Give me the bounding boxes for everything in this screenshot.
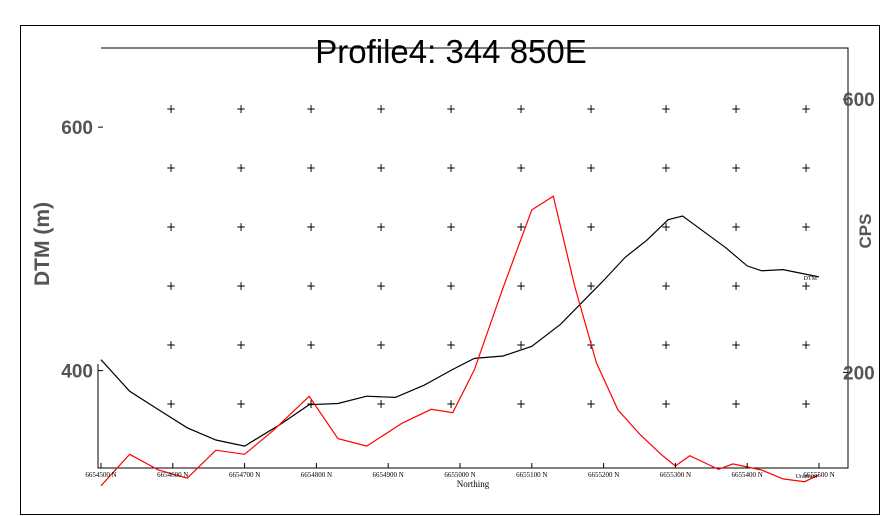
x-tick-label: 6654800 N	[301, 471, 332, 479]
grid-marker: +	[166, 161, 176, 175]
x-tick-label: 6655300 N	[660, 471, 691, 479]
grid-marker: +	[731, 161, 741, 175]
x-tick-label: 6655200 N	[588, 471, 619, 479]
grid-marker: +	[376, 397, 386, 411]
grid-marker: +	[731, 338, 741, 352]
y-axis-label: DTM (m)	[31, 202, 54, 286]
grid-marker: +	[801, 102, 811, 116]
x-tick-label: 6655100 N	[516, 471, 547, 479]
grid-marker: +	[306, 102, 316, 116]
grid-marker: +	[166, 338, 176, 352]
y-tick-label: 600	[61, 118, 93, 139]
grid-marker: +	[446, 279, 456, 293]
grid-marker: +	[586, 161, 596, 175]
series-line-dtm	[100, 215, 820, 447]
grid-marker: +	[516, 220, 526, 234]
grid-marker: +	[236, 161, 246, 175]
chart-canvas: + + + + + + + + + + + + + + + + + + + + + + + + + + + + + + + + + + + + + + + +…	[31, 46, 875, 489]
grid-marker: +	[236, 338, 246, 352]
grid-marker: +	[801, 338, 811, 352]
grid-marker: +	[236, 102, 246, 116]
grid-marker: +	[446, 220, 456, 234]
grid-marker: +	[306, 338, 316, 352]
grid-marker: +	[306, 397, 316, 411]
x-tick-label: 6655400 N	[732, 471, 763, 479]
grid-marker: +	[376, 161, 386, 175]
x-tick-label: 6654700 N	[229, 471, 260, 479]
axis-mask	[91, 46, 101, 364]
grid-marker: +	[516, 102, 526, 116]
x-tick-label: 6654600 N	[157, 471, 188, 479]
grid-marker: +	[306, 279, 316, 293]
grid-marker: +	[516, 279, 526, 293]
grid-marker: +	[166, 102, 176, 116]
grid-marker: +	[661, 279, 671, 293]
grid-marker: +	[236, 220, 246, 234]
grid-marker: +	[376, 338, 386, 352]
y2-axis-label: CPS	[856, 214, 875, 249]
grid-marker: +	[801, 161, 811, 175]
grid-marker: +	[801, 220, 811, 234]
grid-marker: +	[586, 397, 596, 411]
grid-marker: +	[731, 220, 741, 234]
x-tick-label: 6654500 N	[85, 471, 116, 479]
chart-frame: + + + + + + + + + + + + + + + + + + + + + + + + + + + + + + + + + + + + + + + +…	[20, 25, 880, 515]
grid-marker: +	[516, 161, 526, 175]
y-tick-label: 400	[61, 362, 93, 383]
grid-marker: +	[586, 279, 596, 293]
x-axis-label: Northing	[457, 479, 490, 489]
grid-markers: + + + + + + + + + + + + + + + + + + + + + + + + + + + + + + + + + + + + + + + +…	[166, 102, 811, 411]
grid-marker: +	[446, 102, 456, 116]
grid-marker: +	[516, 397, 526, 411]
grid-marker: +	[166, 397, 176, 411]
series-label-uranium: Uranium	[796, 474, 818, 480]
x-tick-label: 6655000 N	[444, 471, 475, 479]
series-layer: DTM Uranium	[100, 195, 820, 487]
grid-marker: +	[801, 279, 811, 293]
grid-marker: +	[166, 279, 176, 293]
grid-marker: +	[731, 397, 741, 411]
grid-marker: +	[661, 102, 671, 116]
grid-marker: +	[166, 220, 176, 234]
grid-marker: +	[306, 220, 316, 234]
grid-marker: +	[376, 220, 386, 234]
grid-marker: +	[446, 161, 456, 175]
grid-marker: +	[236, 279, 246, 293]
x-tick-label: 6654900 N	[373, 471, 404, 479]
series-line-uranium	[100, 195, 820, 487]
plot-area	[91, 46, 849, 469]
x-tick-label: 6655500 N	[803, 471, 834, 479]
grid-marker: +	[586, 220, 596, 234]
grid-marker: +	[661, 161, 671, 175]
grid-marker: +	[516, 338, 526, 352]
grid-marker: +	[661, 397, 671, 411]
grid-marker: +	[306, 161, 316, 175]
y2-tick-label: 600	[843, 90, 875, 111]
grid-marker: +	[376, 102, 386, 116]
grid-marker: +	[236, 397, 246, 411]
grid-marker: +	[731, 279, 741, 293]
axis-layer: 6654500 N 6654600 N 6654700 N 6654800 N 6654…	[61, 90, 874, 479]
chart-title: Profile4: 344 850E	[315, 33, 587, 70]
grid-marker: +	[801, 397, 811, 411]
y2-tick-label: 200	[843, 363, 875, 384]
grid-marker: +	[661, 220, 671, 234]
grid-marker: +	[661, 338, 671, 352]
grid-marker: +	[446, 338, 456, 352]
grid-marker: +	[376, 279, 386, 293]
grid-marker: +	[731, 102, 741, 116]
grid-marker: +	[446, 397, 456, 411]
grid-marker: +	[586, 102, 596, 116]
series-label-dtm: DTM	[804, 276, 818, 282]
